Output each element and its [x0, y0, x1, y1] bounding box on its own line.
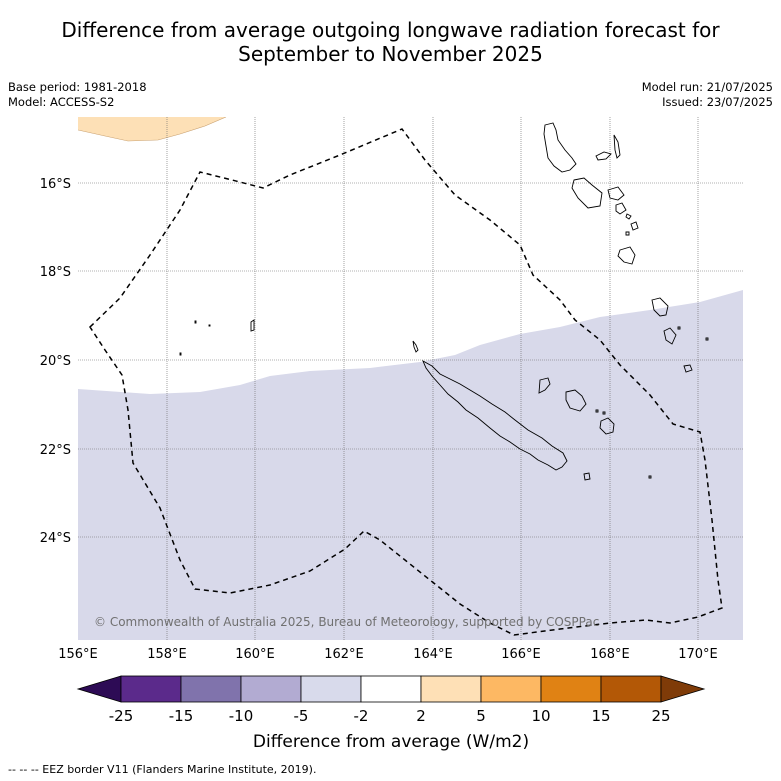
island-walpole: [648, 475, 652, 479]
base-period: Base period: 1981-2018: [8, 80, 147, 94]
colorbar-segment: [360, 675, 422, 703]
map-area: © Commonwealth of Australia 2025, Bureau…: [78, 117, 743, 640]
colorbar: [76, 675, 706, 703]
island-maewo: [613, 134, 621, 159]
colorbar-tick: -10: [229, 707, 254, 725]
colorbar-tick: 2: [416, 707, 426, 725]
island-aneityum: [663, 327, 677, 345]
island-tanna: [651, 297, 669, 317]
longitude-labels: 156°E 158°E 160°E 162°E 164°E 166°E 168°…: [58, 647, 718, 662]
model-run: Model run: 21/07/2025: [641, 80, 773, 94]
island-espiritu-santo: [543, 122, 577, 173]
title-line-2: September to November 2025: [238, 42, 543, 66]
lat-label: 16°S: [40, 177, 71, 192]
island-epi: [615, 202, 627, 215]
colorbar-tick: -2: [354, 707, 369, 725]
colorbar-segment: [180, 675, 242, 703]
meta-right: Model run: 21/07/2025 Issued: 23/07/2025: [642, 80, 773, 110]
latitude-labels: 16°S 18°S 20°S 22°S 24°S: [40, 177, 71, 546]
colorbar-tick: -5: [294, 707, 309, 725]
copyright-notice: © Commonwealth of Australia 2025, Bureau…: [94, 615, 599, 629]
island-belep: [412, 340, 419, 353]
lon-label: 164°E: [413, 647, 453, 662]
colorbar-tick: -25: [109, 707, 134, 725]
eez-border: [89, 128, 723, 636]
colorbar-segment: [540, 675, 602, 703]
gridlines: [78, 117, 743, 640]
island-mare: [599, 417, 615, 435]
islands: [179, 122, 709, 481]
lon-label: 156°E: [58, 647, 98, 662]
lat-label: 18°S: [40, 265, 71, 280]
island-efate: [607, 186, 625, 201]
model-name: Model: ACCESS-S2: [8, 95, 115, 109]
colorbar-segment: [300, 675, 362, 703]
lat-label: 22°S: [40, 443, 71, 458]
anomaly-region-negative: [78, 290, 743, 640]
island-grande-terre: [422, 359, 568, 471]
island-malekula: [571, 177, 603, 209]
lon-label: 158°E: [147, 647, 187, 662]
island-ile-des-pins: [583, 472, 591, 481]
meta-left: Base period: 1981-2018 Model: ACCESS-S2: [8, 80, 147, 110]
island-chesterfield-1: [250, 319, 255, 332]
colorbar-extend-high: [660, 675, 706, 703]
colorbar-segment: [480, 675, 542, 703]
lat-label: 20°S: [40, 354, 71, 369]
lat-label: 24°S: [40, 531, 71, 546]
colorbar-segment: [120, 675, 182, 703]
colorbar-segment: [420, 675, 482, 703]
anomaly-region-positive: [78, 117, 226, 141]
lon-label: 170°E: [678, 647, 718, 662]
lon-label: 160°E: [235, 647, 275, 662]
island-ambae: [595, 151, 612, 161]
lon-label: 168°E: [590, 647, 630, 662]
lon-label: 162°E: [324, 647, 364, 662]
island-ouvea: [538, 377, 551, 394]
colorbar-tick: 15: [591, 707, 610, 725]
lon-label: 166°E: [501, 647, 541, 662]
issued-date: Issued: 23/07/2025: [662, 95, 773, 109]
eez-footnote: -- -- -- EEZ border V11 (Flanders Marine…: [8, 763, 317, 776]
colorbar-tick: -15: [169, 707, 194, 725]
colorbar-tick: 25: [651, 707, 670, 725]
colorbar-tick: 10: [531, 707, 550, 725]
island-erromango: [617, 246, 636, 265]
colorbar-segment: [240, 675, 302, 703]
colorbar-tick: 5: [476, 707, 486, 725]
title-line-1: Difference from average outgoing longwav…: [61, 18, 720, 42]
colorbar-extend-low: [76, 675, 122, 703]
colorbar-label: Difference from average (W/m2): [253, 732, 529, 752]
colorbar-ticks: -25 -15 -10 -5 -2 2 5 10 15 25: [109, 707, 671, 725]
colorbar-segment: [600, 675, 662, 703]
island-lifou: [565, 389, 587, 412]
map-title: Difference from average outgoing longwav…: [0, 18, 781, 66]
